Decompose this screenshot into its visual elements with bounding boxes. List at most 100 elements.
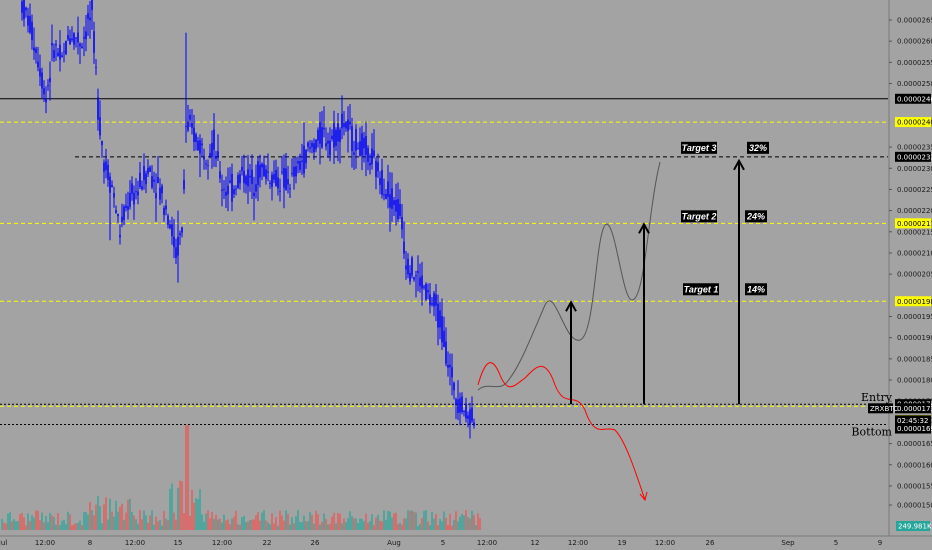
volume-bar [401, 524, 403, 530]
volume-bar [421, 517, 423, 530]
candle-body [351, 126, 353, 152]
candle-body [165, 205, 167, 210]
volume-bar [213, 518, 215, 530]
volume-bar [427, 521, 429, 530]
volume-bar [243, 515, 245, 530]
candle-body [205, 163, 207, 165]
price-level-tag-text: 0.00002327 [897, 153, 932, 161]
candle-body [423, 286, 425, 288]
price-tick-label: 0.00002300 [897, 165, 932, 173]
candle-body [187, 121, 189, 131]
time-tick-label: 12:00 [477, 539, 497, 547]
volume-bar [303, 515, 305, 530]
volume-bar [265, 520, 267, 530]
volume-bar [5, 523, 7, 530]
candle-body [419, 277, 421, 287]
volume-bar [187, 425, 189, 530]
candle-body [197, 140, 199, 151]
candle-body [207, 165, 209, 167]
volume-bar [233, 516, 235, 530]
volume-bar [355, 518, 357, 530]
candle-body [421, 275, 423, 289]
candle-body [315, 139, 317, 150]
volume-bar [139, 510, 141, 530]
candle-body [287, 179, 289, 185]
volume-bar [363, 521, 365, 530]
volume-bar [435, 514, 437, 530]
volume-bar [37, 510, 39, 530]
volume-bar [159, 519, 161, 530]
volume-bar [409, 510, 411, 530]
volume-bar [439, 519, 441, 530]
time-tick-label: 26 [311, 539, 320, 547]
volume-bar [95, 504, 97, 530]
volume-bar [117, 511, 119, 530]
volume-bar [337, 513, 339, 530]
candle-body [237, 175, 239, 188]
candle-body [173, 236, 175, 248]
candle-body [381, 169, 383, 195]
volume-bar [469, 518, 471, 530]
volume-bar [19, 514, 21, 530]
volume-bar [467, 517, 469, 530]
candle-body [149, 167, 151, 172]
volume-bar [7, 513, 9, 530]
candle-body [403, 241, 405, 254]
volume-bar [79, 520, 81, 530]
candle-body [277, 177, 279, 189]
candle-body [441, 316, 443, 343]
volume-bar [167, 520, 169, 530]
volume-bar [83, 511, 85, 530]
volume-bar [471, 510, 473, 530]
volume-bar [121, 503, 123, 530]
candle-body [209, 153, 211, 157]
volume-bar [47, 521, 49, 530]
volume-bar [299, 522, 301, 530]
price-level-tag: 0.00001695 [895, 423, 932, 434]
volume-bar [17, 521, 19, 530]
target-label: Target 1 [684, 284, 719, 294]
volume-bar [89, 501, 91, 530]
projected-bear-path [477, 362, 646, 501]
candle-body [25, 7, 27, 11]
candle-body [427, 290, 429, 293]
candle-body [359, 141, 361, 156]
volume-bar [301, 522, 303, 530]
candle-body [227, 185, 229, 195]
price-tick-label: 0.00002200 [897, 207, 932, 215]
candle-body [127, 206, 129, 210]
candle-body [331, 135, 333, 140]
volume-bar [259, 520, 261, 530]
candle-body [415, 275, 417, 277]
volume-bar [169, 488, 171, 530]
volume-bar [207, 510, 209, 530]
candle-body [369, 162, 371, 166]
volume-bar [123, 519, 125, 530]
volume-bar [443, 511, 445, 530]
target-annotation: Target 1 14% [683, 283, 767, 296]
candle-body [55, 44, 57, 46]
price-tick-label: 0.00002100 [897, 249, 932, 257]
candle-body [59, 44, 61, 60]
candle-body [155, 192, 157, 199]
candle-body [189, 114, 191, 120]
volume-bar [23, 517, 25, 530]
candle-body [259, 164, 261, 178]
candle-body [245, 176, 247, 185]
candle-body [37, 61, 39, 68]
volume-bar [53, 517, 55, 530]
candle-body [309, 147, 311, 149]
volume-bar [109, 498, 111, 530]
candle-body [373, 150, 375, 157]
candle-body [463, 410, 465, 412]
price-tick-label: 0.00002350 [897, 144, 932, 152]
candle-body [361, 133, 363, 156]
volume-bar [229, 524, 231, 530]
volume-bar [295, 516, 297, 530]
volume-bar [235, 510, 237, 530]
candle-body [261, 163, 263, 168]
bottom-label: Bottom [851, 426, 892, 439]
volume-bar [313, 523, 315, 530]
